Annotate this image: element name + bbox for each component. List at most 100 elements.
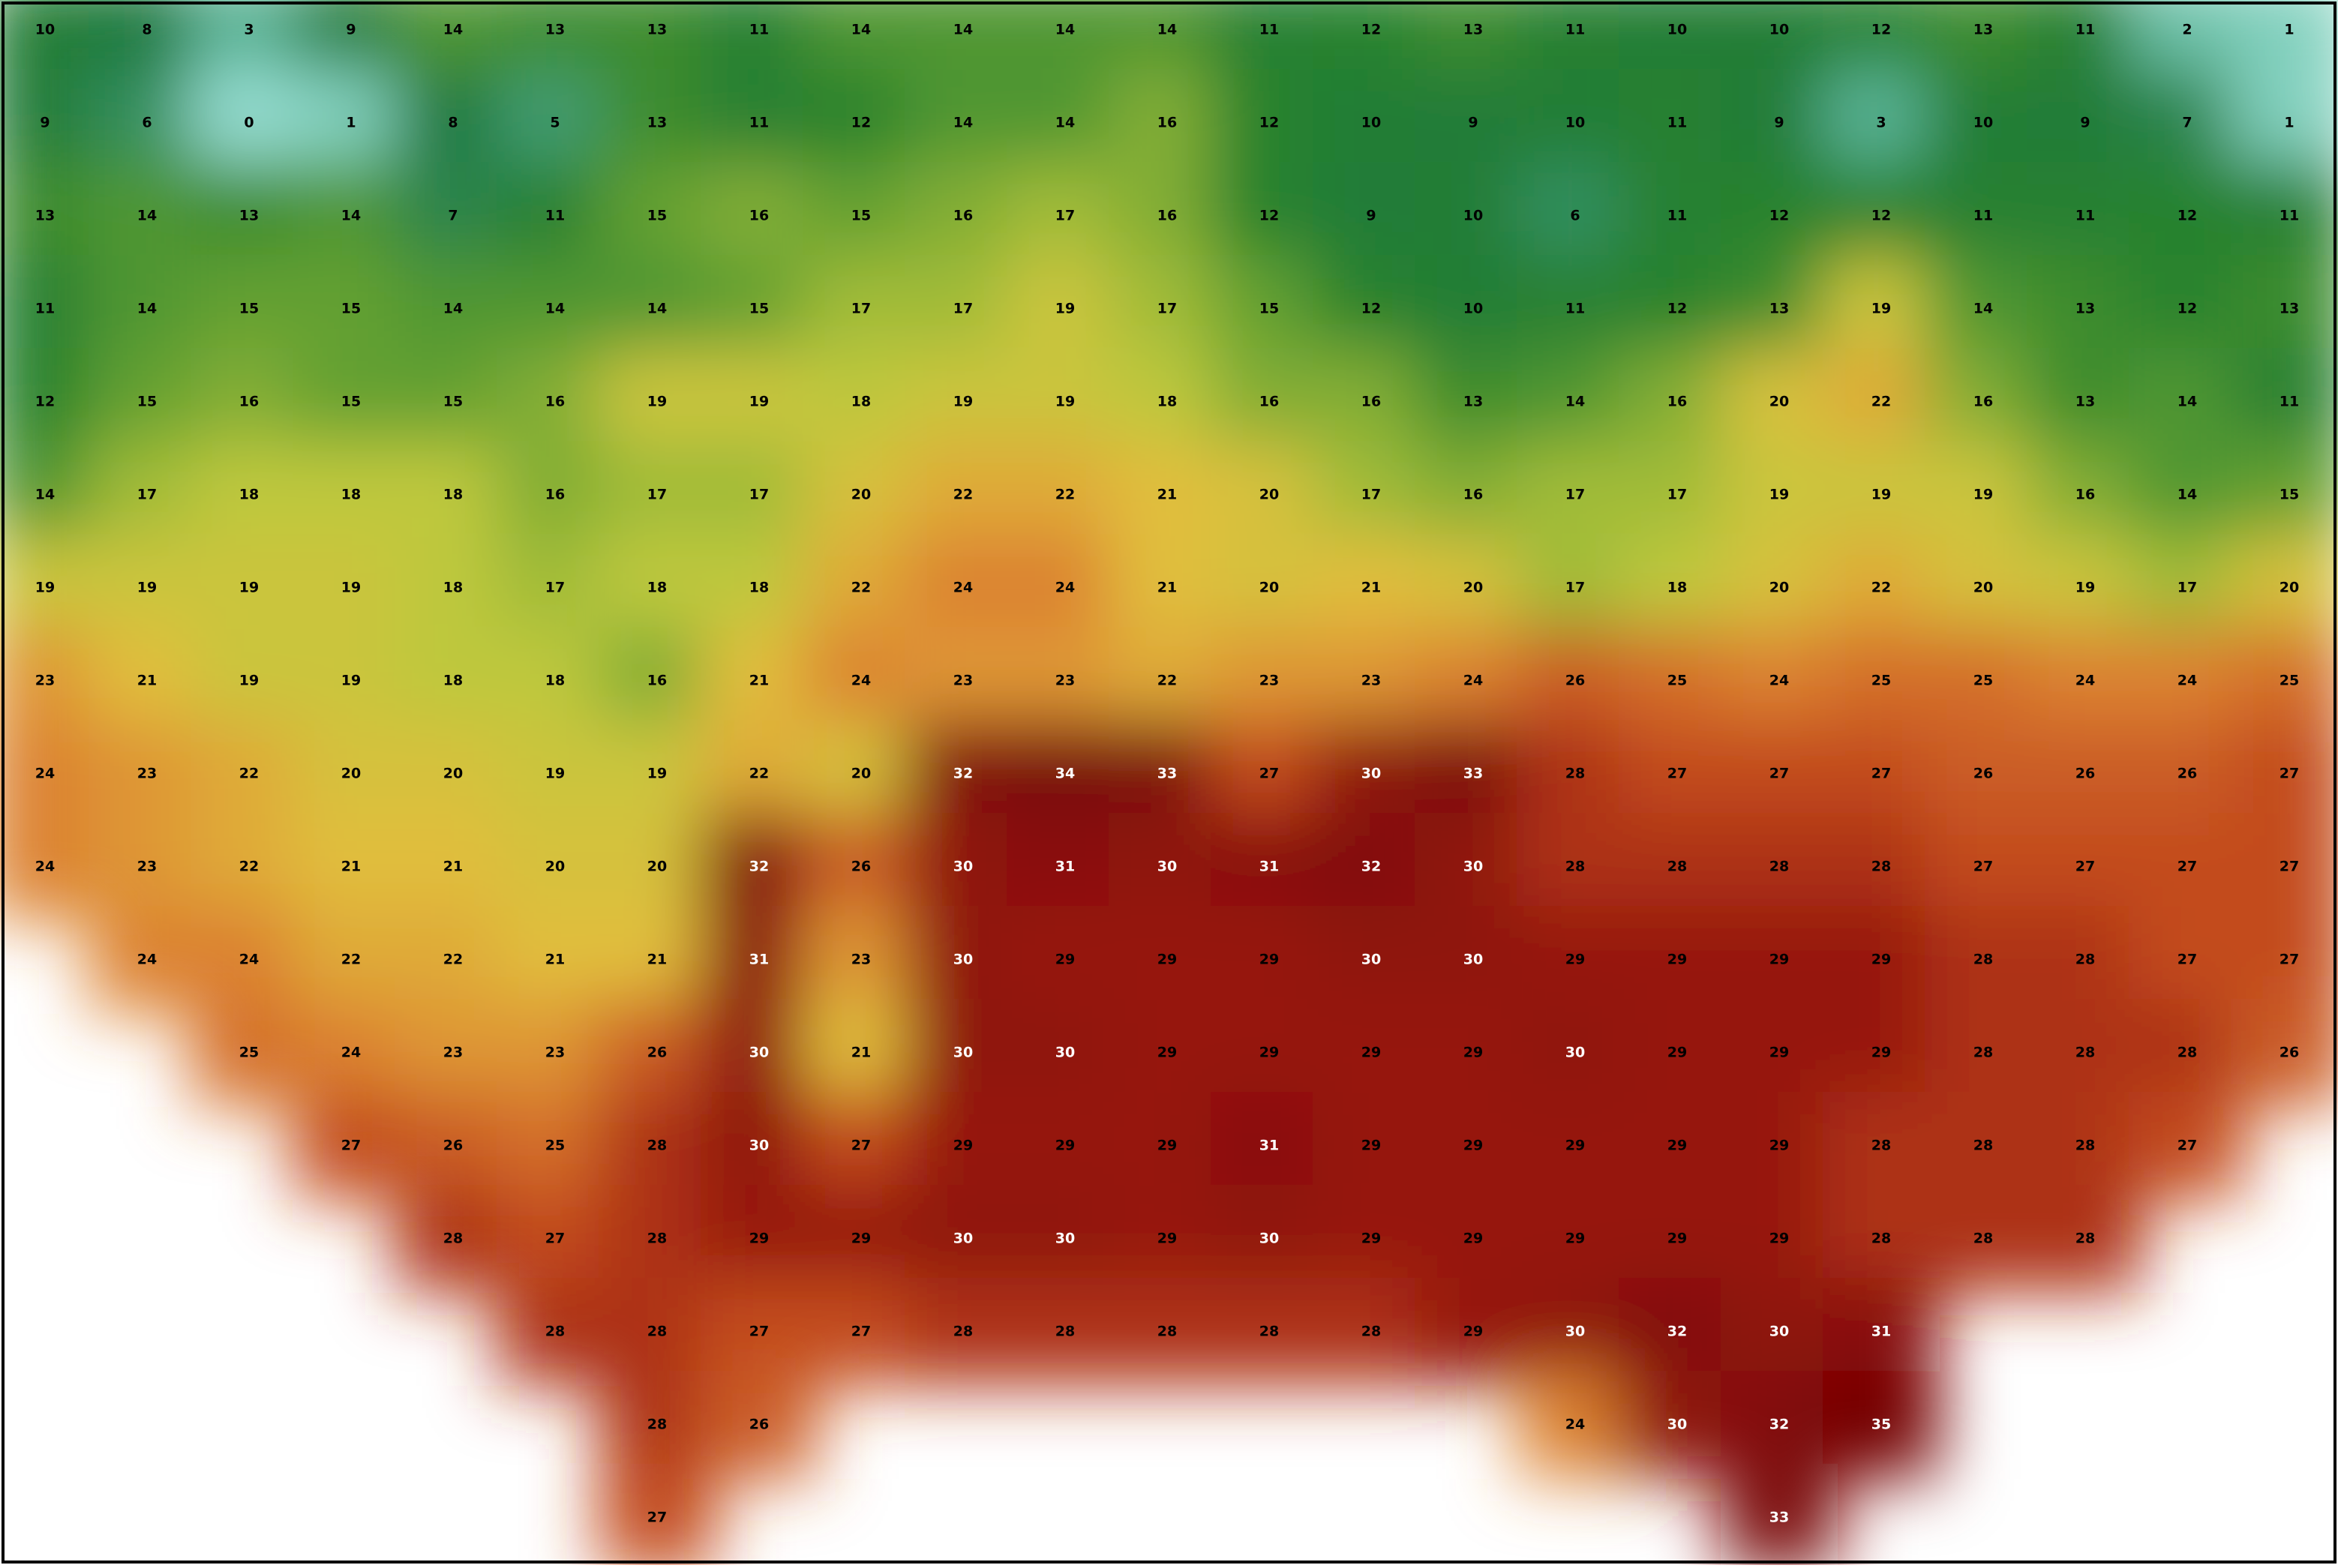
temperature-label: 18 xyxy=(443,580,463,596)
temperature-label: 24 xyxy=(1055,580,1075,596)
temperature-cell xyxy=(2129,534,2246,642)
temperature-cell xyxy=(599,255,716,363)
temperature-cell xyxy=(1925,162,2042,270)
temperature-label: 30 xyxy=(749,1138,769,1154)
temperature-label: 22 xyxy=(1157,673,1177,689)
temperature-label: 28 xyxy=(647,1417,667,1433)
temperature-label: 27 xyxy=(2075,859,2095,875)
temperature-cell xyxy=(1415,999,1532,1107)
temperature-label: 24 xyxy=(1463,673,1483,689)
temperature-cell xyxy=(905,441,1022,549)
temperature-cell xyxy=(1211,441,1328,549)
temperature-cell xyxy=(1619,1371,1736,1479)
temperature-cell xyxy=(2231,999,2338,1107)
temperature-label: 30 xyxy=(1769,1324,1789,1340)
temperature-cell xyxy=(395,534,512,642)
temperature-cell xyxy=(2027,1092,2144,1200)
temperature-cell xyxy=(395,441,512,549)
temperature-label: 11 xyxy=(1667,208,1687,224)
temperature-label: 14 xyxy=(341,208,361,224)
temperature-cell xyxy=(1007,162,1124,270)
temperature-cell xyxy=(1517,1278,1634,1386)
temperature-label: 19 xyxy=(137,580,157,596)
temperature-label: 27 xyxy=(647,1510,667,1526)
temperature-cell xyxy=(1313,348,1430,456)
temperature-label: 22 xyxy=(1871,394,1891,410)
temperature-cell xyxy=(0,162,104,270)
temperature-label: 28 xyxy=(2075,1231,2095,1247)
temperature-cell xyxy=(497,441,614,549)
temperature-cell xyxy=(191,69,308,177)
temperature-cell xyxy=(1517,534,1634,642)
temperature-label: 18 xyxy=(341,487,361,503)
temperature-cell xyxy=(701,999,818,1107)
temperature-cell xyxy=(1619,69,1736,177)
temperature-label: 17 xyxy=(647,487,667,503)
temperature-cell xyxy=(1721,534,1838,642)
temperature-label: 28 xyxy=(1871,859,1891,875)
temperature-label: 30 xyxy=(1667,1417,1687,1433)
temperature-label: 29 xyxy=(1361,1231,1381,1247)
temperature-cell xyxy=(2027,813,2144,921)
temperature-label: 14 xyxy=(443,301,463,317)
temperature-label: 29 xyxy=(1667,1045,1687,1061)
temperature-cell xyxy=(395,813,512,921)
temperature-cell xyxy=(905,720,1022,828)
temperature-label: 31 xyxy=(1871,1324,1891,1340)
temperature-label: 13 xyxy=(35,208,55,224)
temperature-cell xyxy=(1721,999,1838,1107)
temperature-cell xyxy=(905,162,1022,270)
temperature-label: 19 xyxy=(953,394,973,410)
temperature-cell xyxy=(293,162,410,270)
temperature-label: 28 xyxy=(1259,1324,1279,1340)
temperature-label: 12 xyxy=(1871,22,1891,38)
temperature-cell xyxy=(0,627,104,735)
temperature-cell xyxy=(293,1092,410,1200)
temperature-label: 12 xyxy=(851,115,871,131)
temperature-cell xyxy=(0,348,104,456)
temperature-label: 20 xyxy=(545,859,565,875)
temperature-label: 24 xyxy=(35,859,55,875)
temperature-cell xyxy=(1823,1185,1940,1293)
temperature-cell xyxy=(1619,627,1736,735)
temperature-label: 31 xyxy=(1055,859,1075,875)
temperature-cell xyxy=(395,1092,512,1200)
temperature-label: 23 xyxy=(953,673,973,689)
temperature-label: 13 xyxy=(1973,22,1993,38)
temperature-cell xyxy=(1619,906,1736,1014)
temperature-label: 29 xyxy=(1157,1045,1177,1061)
temperature-cell xyxy=(2231,162,2338,270)
temperature-label: 22 xyxy=(1871,580,1891,596)
temperature-cell xyxy=(1517,441,1634,549)
temperature-cell xyxy=(1823,1278,1940,1386)
temperature-cell xyxy=(1823,720,1940,828)
temperature-label: 7 xyxy=(448,208,458,224)
temperature-label: 14 xyxy=(851,22,871,38)
temperature-cell xyxy=(191,162,308,270)
temperature-label: 17 xyxy=(2177,580,2197,596)
temperature-cell xyxy=(905,813,1022,921)
temperature-label: 20 xyxy=(647,859,667,875)
temperature-cell xyxy=(1415,720,1532,828)
temperature-label: 12 xyxy=(1361,22,1381,38)
temperature-cell xyxy=(599,1371,716,1479)
temperature-label: 16 xyxy=(545,487,565,503)
temperature-cell xyxy=(1313,720,1430,828)
temperature-label: 16 xyxy=(545,394,565,410)
temperature-label: 32 xyxy=(953,766,973,782)
temperature-cell xyxy=(905,1185,1022,1293)
temperature-cell xyxy=(1313,441,1430,549)
temperature-cell xyxy=(599,720,716,828)
temperature-cell xyxy=(293,813,410,921)
temperature-label: 20 xyxy=(341,766,361,782)
temperature-label: 13 xyxy=(1463,394,1483,410)
temperature-cell xyxy=(701,441,818,549)
temperature-cell xyxy=(89,255,206,363)
temperature-cell xyxy=(2231,813,2338,921)
temperature-cell xyxy=(1109,906,1226,1014)
temperature-cell xyxy=(1415,534,1532,642)
temperature-label: 17 xyxy=(1157,301,1177,317)
temperature-label: 19 xyxy=(2075,580,2095,596)
temperature-label: 28 xyxy=(1565,859,1585,875)
temperature-cell xyxy=(2027,906,2144,1014)
